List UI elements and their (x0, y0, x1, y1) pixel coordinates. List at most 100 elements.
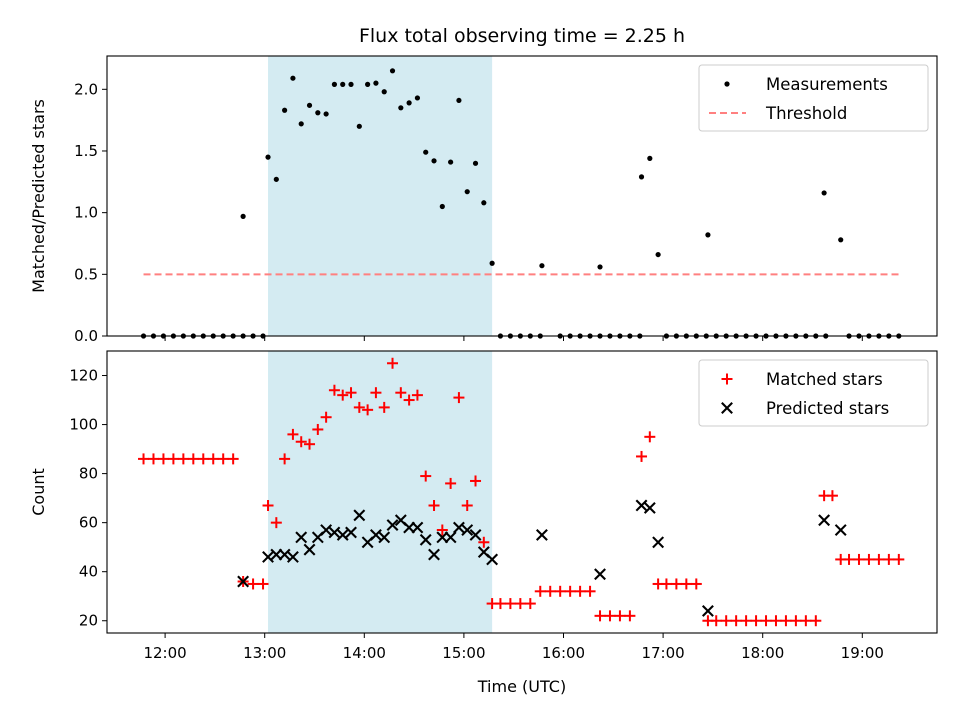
data-point (800, 615, 812, 627)
x-tick-label: 13:00 (243, 644, 286, 662)
data-point (306, 102, 313, 108)
data-point (821, 190, 827, 196)
data-point (406, 100, 412, 106)
data-point (826, 490, 838, 502)
x-tick-label: 16:00 (542, 644, 585, 662)
y-tick-label: 20 (79, 612, 98, 630)
data-point (574, 585, 586, 597)
legend-swatch (724, 81, 730, 87)
data-point (670, 578, 682, 590)
data-point (290, 75, 296, 81)
data-point (770, 615, 782, 627)
data-point (534, 585, 546, 597)
data-point (472, 160, 479, 166)
series-1 (237, 499, 847, 617)
y-tick-label: 1.5 (74, 142, 98, 160)
data-point (594, 610, 606, 622)
data-point (365, 81, 371, 87)
x-tick-label: 17:00 (641, 644, 684, 662)
data-point-b (378, 531, 391, 544)
data-point (564, 585, 576, 597)
data-point-b (635, 499, 648, 512)
data-point (298, 121, 304, 127)
data-point (295, 531, 308, 544)
data-point (348, 81, 354, 87)
data-point (544, 585, 556, 597)
y-tick-label: 0.5 (74, 265, 98, 283)
data-point-b (278, 548, 291, 561)
data-point (147, 453, 159, 465)
data-point (411, 389, 423, 401)
data-point (177, 453, 189, 465)
data-point-b (328, 526, 341, 539)
data-point-b (320, 524, 333, 536)
y-tick-label: 120 (69, 367, 98, 385)
data-point (353, 509, 366, 522)
data-point (187, 453, 199, 465)
data-point-b (345, 526, 357, 539)
data-point (614, 610, 626, 622)
data-point (398, 105, 404, 111)
data-point-b (834, 524, 847, 536)
data-point (853, 553, 865, 565)
legend-swatch (721, 373, 733, 385)
data-point (386, 519, 399, 532)
data-point (863, 553, 875, 565)
data-point (710, 615, 722, 627)
data-point (295, 436, 307, 448)
data-point-b (369, 528, 382, 541)
data-point (262, 499, 274, 511)
data-point (395, 387, 407, 399)
data-point-b (444, 531, 457, 544)
data-point (448, 159, 454, 165)
data-point (328, 384, 340, 396)
x-tick-label: 19:00 (841, 644, 884, 662)
data-point (873, 553, 885, 565)
highlight-span (268, 56, 493, 336)
data-point (481, 200, 487, 206)
data-point (428, 548, 440, 561)
y-tick-label: 1.0 (74, 204, 98, 222)
data-point-b (295, 531, 308, 544)
data-point (303, 543, 316, 556)
data-point (419, 533, 432, 546)
plot-frame (106, 350, 938, 634)
data-point (431, 158, 437, 164)
data-point (638, 174, 645, 180)
data-point-b (477, 546, 490, 559)
data-point (423, 149, 429, 155)
data-point (227, 453, 239, 465)
data-point (624, 610, 636, 622)
data-point-b (386, 519, 399, 532)
legend-box (698, 64, 929, 132)
data-point (323, 111, 329, 117)
data-point-b (452, 521, 465, 534)
data-point (705, 232, 711, 238)
data-point (370, 387, 382, 399)
data-point (883, 553, 895, 565)
legend-label: Predicted stars (766, 399, 889, 418)
legend-label: Measurements (766, 75, 888, 94)
data-point (514, 598, 526, 610)
data-point (893, 553, 905, 565)
data-point (257, 578, 269, 590)
data-point (273, 176, 279, 182)
data-point (535, 528, 548, 541)
y-tick-label: 40 (79, 563, 98, 581)
data-point (356, 123, 362, 129)
data-point-b (652, 536, 665, 549)
data-point-b (237, 575, 250, 588)
data-point (278, 548, 291, 561)
data-point (265, 154, 271, 160)
data-point-b (643, 501, 656, 514)
data-point (270, 517, 282, 529)
y-axis-label: Count (29, 468, 48, 516)
series-0 (138, 357, 905, 627)
data-point (730, 615, 742, 627)
data-point (843, 553, 855, 565)
data-point (597, 264, 603, 270)
y-tick-label: 2.0 (74, 80, 98, 98)
data-point (411, 521, 424, 534)
data-point (336, 528, 349, 541)
data-point (420, 470, 432, 482)
